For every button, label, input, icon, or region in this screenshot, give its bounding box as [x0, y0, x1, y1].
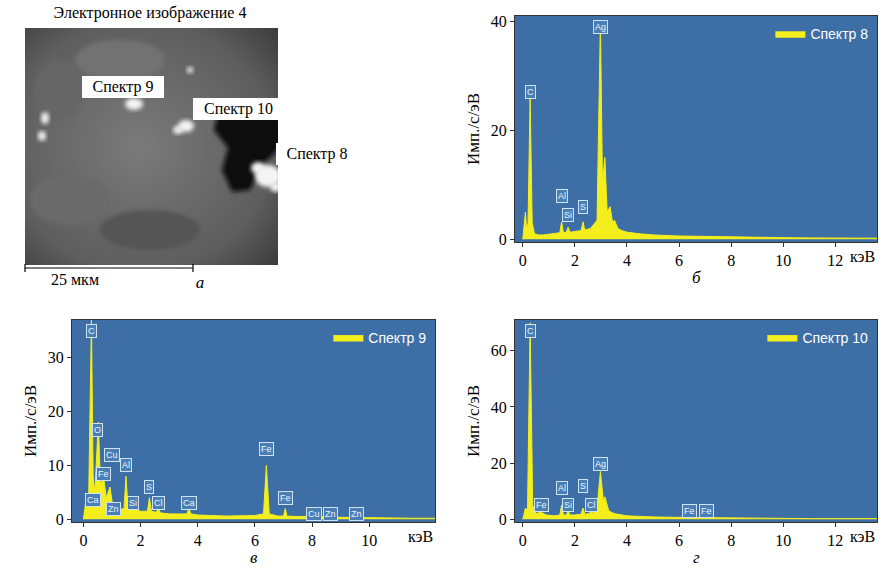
- svg-text:0: 0: [519, 532, 527, 549]
- svg-text:Спектр 10: Спектр 10: [204, 100, 273, 118]
- svg-text:Спектр 8: Спектр 8: [810, 26, 868, 42]
- svg-text:S: S: [580, 202, 586, 212]
- svg-text:Zn: Zn: [108, 504, 119, 514]
- svg-text:40: 40: [491, 399, 507, 416]
- svg-text:Fe: Fe: [261, 444, 272, 454]
- svg-text:4: 4: [623, 532, 631, 549]
- svg-text:Cu: Cu: [308, 509, 320, 519]
- svg-text:г: г: [693, 548, 700, 567]
- svg-text:кэВ: кэВ: [850, 248, 875, 265]
- svg-text:20: 20: [491, 122, 507, 139]
- svg-text:4: 4: [623, 252, 631, 269]
- svg-text:12: 12: [827, 252, 843, 269]
- svg-text:0: 0: [56, 511, 64, 528]
- svg-text:2: 2: [137, 532, 145, 549]
- svg-text:0: 0: [519, 252, 527, 269]
- svg-text:8: 8: [308, 532, 316, 549]
- svg-text:Fe: Fe: [684, 506, 695, 516]
- svg-text:б: б: [692, 268, 701, 287]
- svg-text:C: C: [88, 326, 95, 336]
- svg-text:12: 12: [827, 532, 843, 549]
- svg-text:S: S: [580, 481, 586, 491]
- svg-text:Fe: Fe: [98, 469, 109, 479]
- svg-text:Электронное изображение 4: Электронное изображение 4: [54, 4, 247, 22]
- svg-text:Si: Si: [564, 500, 572, 510]
- svg-text:Si: Si: [564, 210, 572, 220]
- svg-text:2: 2: [571, 252, 579, 269]
- svg-text:60: 60: [491, 342, 507, 359]
- svg-text:C: C: [527, 87, 534, 97]
- svg-text:Al: Al: [558, 191, 566, 201]
- svg-text:6: 6: [251, 532, 259, 549]
- svg-text:Cl: Cl: [587, 500, 596, 510]
- svg-text:10: 10: [775, 252, 791, 269]
- svg-text:Cu: Cu: [106, 450, 118, 460]
- svg-text:Спектр 9: Спектр 9: [368, 330, 426, 346]
- svg-text:0: 0: [79, 532, 87, 549]
- svg-text:кэВ: кэВ: [408, 528, 433, 545]
- svg-text:Ag: Ag: [595, 22, 606, 32]
- svg-text:Fe: Fe: [701, 506, 712, 516]
- svg-text:Cl: Cl: [154, 498, 163, 508]
- svg-text:4: 4: [194, 532, 202, 549]
- svg-text:Al: Al: [122, 460, 130, 470]
- svg-text:30: 30: [48, 349, 64, 366]
- svg-text:6: 6: [675, 532, 683, 549]
- svg-text:Ca: Ca: [87, 495, 99, 505]
- svg-text:20: 20: [491, 455, 507, 472]
- svg-text:10: 10: [48, 457, 64, 474]
- svg-text:20: 20: [48, 403, 64, 420]
- svg-text:6: 6: [675, 252, 683, 269]
- svg-text:Zn: Zn: [351, 509, 362, 519]
- svg-text:Zn: Zn: [325, 509, 336, 519]
- svg-text:0: 0: [499, 511, 507, 528]
- svg-text:10: 10: [361, 532, 377, 549]
- svg-text:Ca: Ca: [183, 498, 195, 508]
- svg-text:C: C: [527, 326, 534, 336]
- svg-text:в: в: [250, 548, 258, 567]
- svg-text:Si: Si: [129, 498, 137, 508]
- svg-text:кэВ: кэВ: [850, 528, 875, 545]
- svg-text:Имп./с/эВ: Имп./с/эВ: [464, 93, 483, 165]
- svg-text:Спектр 8: Спектр 8: [286, 145, 347, 163]
- svg-text:O: O: [94, 425, 101, 435]
- svg-text:Имп./с/эВ: Имп./с/эВ: [464, 385, 483, 457]
- svg-text:8: 8: [727, 532, 735, 549]
- svg-text:10: 10: [775, 532, 791, 549]
- svg-text:Имп./с/эВ: Имп./с/эВ: [21, 385, 40, 457]
- svg-text:2: 2: [571, 532, 579, 549]
- svg-text:Fe: Fe: [280, 493, 291, 503]
- svg-text:Al: Al: [558, 483, 566, 493]
- svg-text:0: 0: [499, 231, 507, 248]
- svg-text:S: S: [146, 482, 152, 492]
- svg-text:Спектр 9: Спектр 9: [92, 78, 153, 96]
- svg-text:Ag: Ag: [595, 459, 606, 469]
- svg-text:Fe: Fe: [536, 500, 547, 510]
- svg-text:8: 8: [727, 252, 735, 269]
- svg-text:40: 40: [491, 13, 507, 30]
- svg-text:а: а: [196, 273, 205, 292]
- svg-text:Спектр 10: Спектр 10: [802, 330, 868, 346]
- svg-text:25 мкм: 25 мкм: [51, 271, 99, 288]
